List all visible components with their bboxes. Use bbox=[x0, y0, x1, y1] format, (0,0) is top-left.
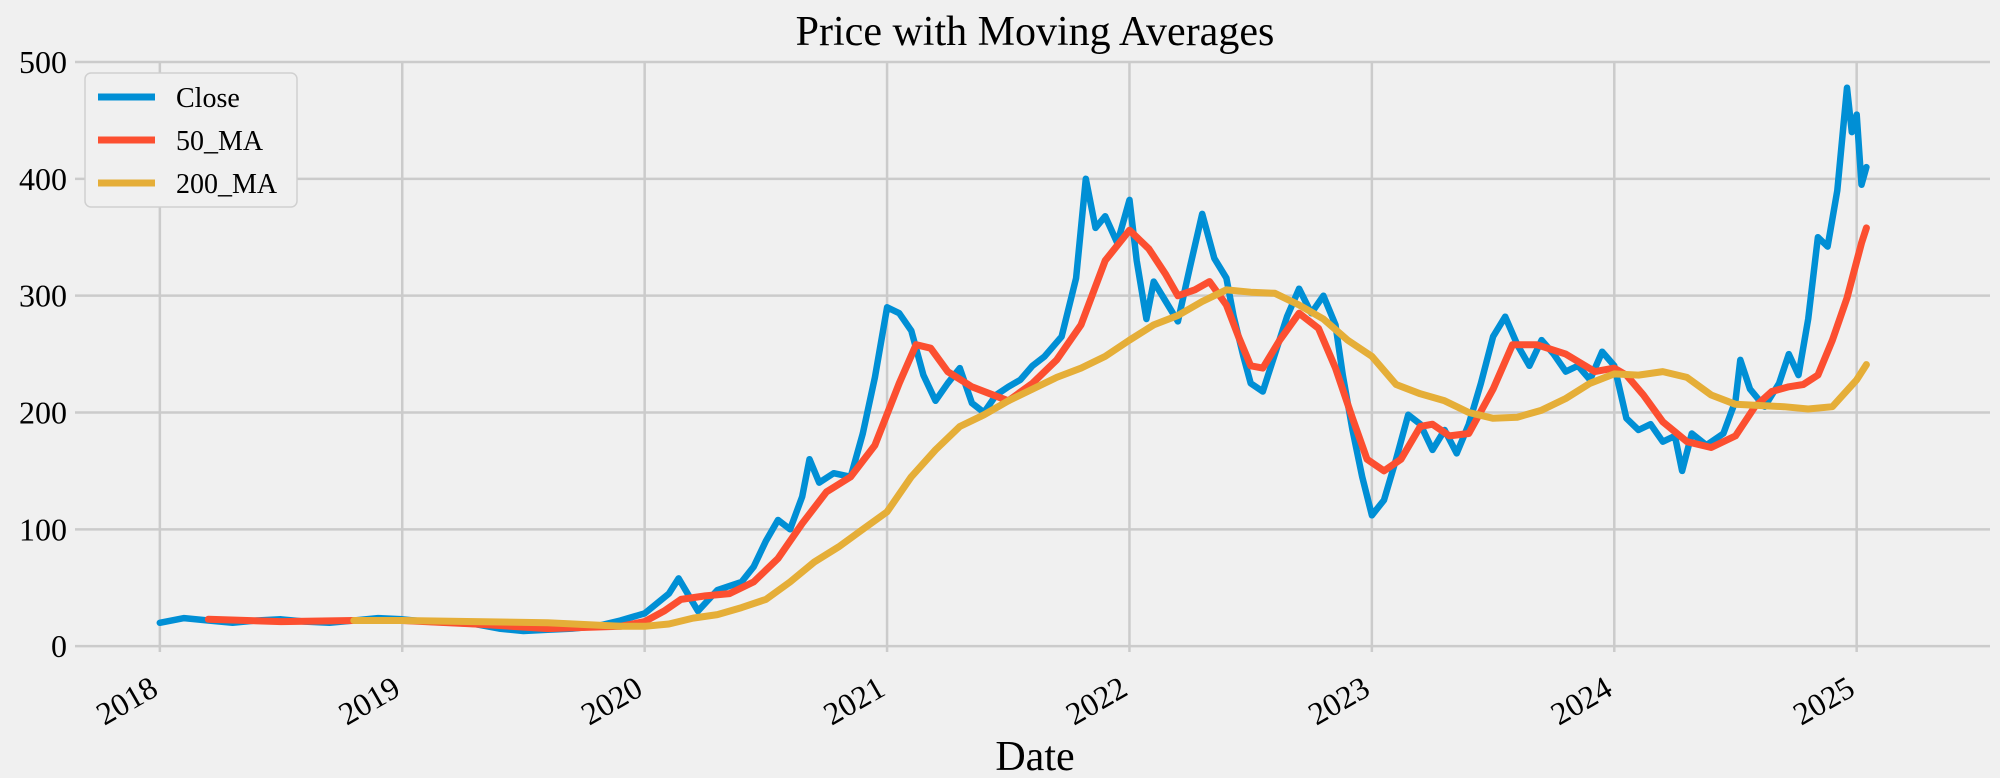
chart-title: Price with Moving Averages bbox=[796, 9, 1275, 55]
y-tick-label-100: 100 bbox=[19, 511, 67, 547]
x-tick-label-2021: 2021 bbox=[817, 669, 890, 732]
x-tick-label-2019: 2019 bbox=[332, 669, 405, 732]
x-tick-label-2025: 2025 bbox=[1787, 669, 1860, 732]
legend-box bbox=[84, 72, 298, 208]
y-tick-label-400: 400 bbox=[19, 161, 67, 197]
series-layer bbox=[156, 84, 1870, 635]
y-tick-label-300: 300 bbox=[19, 278, 67, 314]
x-tick-label-2022: 2022 bbox=[1060, 669, 1133, 732]
y-tick-label-500: 500 bbox=[19, 44, 67, 80]
series-line-50-ma bbox=[204, 224, 1870, 633]
x-tick-label-2018: 2018 bbox=[90, 669, 163, 732]
legend: Close 50_MA 200_MA bbox=[84, 72, 298, 208]
series-line-200-ma bbox=[350, 286, 1870, 630]
y-tick-label-0: 0 bbox=[51, 628, 67, 664]
x-tick-label-2023: 2023 bbox=[1302, 669, 1375, 732]
x-tick-label-2024: 2024 bbox=[1544, 669, 1617, 732]
legend-label-50-ma: 50_MA bbox=[176, 126, 264, 157]
x-tick-label-2020: 2020 bbox=[575, 669, 648, 732]
x-axis-label: Date bbox=[995, 734, 1074, 778]
legend-label-200-ma: 200_MA bbox=[176, 169, 278, 200]
legend-label-close: Close bbox=[176, 83, 240, 114]
grid-lines bbox=[75, 60, 1990, 652]
series-line-close bbox=[156, 84, 1870, 635]
x-axis-ticks: 2018 2019 2020 2021 2022 2023 2024 2025 bbox=[90, 669, 1860, 732]
y-tick-label-200: 200 bbox=[19, 394, 67, 430]
y-axis-ticks: 0 100 200 300 400 500 bbox=[19, 44, 67, 664]
